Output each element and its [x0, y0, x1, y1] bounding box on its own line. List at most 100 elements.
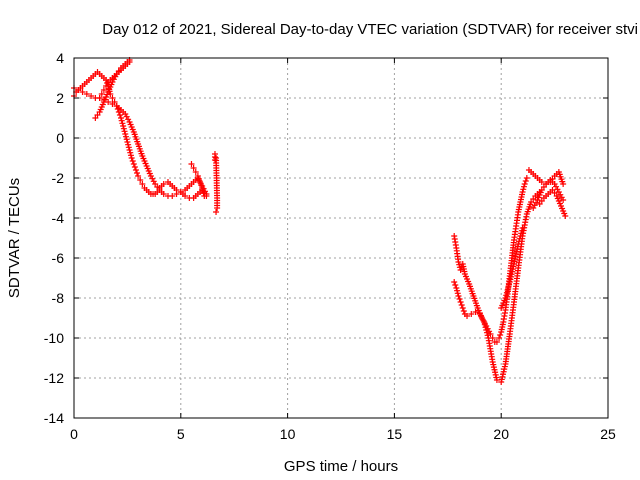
data-point: [118, 117, 125, 124]
data-point: [538, 179, 545, 185]
y-tick-label: -2: [52, 170, 65, 186]
y-tick-label: -10: [44, 330, 64, 346]
data-point: [125, 144, 132, 151]
data-point: [132, 167, 139, 173]
x-tick-label: 15: [387, 426, 403, 442]
data-point: [464, 313, 471, 319]
data-point: [503, 289, 510, 296]
data-point: [122, 131, 129, 137]
data-point: [506, 281, 513, 288]
data-point: [518, 230, 525, 237]
data-point: [194, 173, 201, 179]
data-point: [520, 186, 527, 193]
data-point: [493, 339, 500, 345]
data-point: [455, 293, 462, 299]
data-point: [137, 177, 144, 183]
data-point: [517, 233, 524, 239]
data-point: [160, 181, 167, 187]
data-point: [198, 182, 205, 188]
data-point: [502, 295, 509, 301]
data-point: [75, 87, 82, 93]
data-point: [518, 227, 525, 234]
data-point: [103, 83, 110, 89]
data-point: [188, 161, 195, 167]
data-point: [139, 181, 146, 187]
data-point: [100, 87, 107, 93]
data-point: [481, 321, 488, 328]
data-point: [114, 106, 121, 112]
x-tick-label: 20: [493, 426, 509, 442]
data-point: [98, 91, 105, 97]
data-point: [131, 164, 138, 170]
data-point: [504, 287, 511, 293]
data-point: [453, 285, 460, 291]
data-point: [83, 91, 90, 97]
data-point: [515, 241, 522, 247]
data-point: [104, 80, 111, 86]
data-point: [496, 335, 503, 341]
plot-frame: [73, 57, 609, 419]
data-point: [460, 308, 467, 314]
data-point: [523, 175, 530, 181]
y-tick-label: 2: [56, 90, 64, 106]
data-point: [201, 193, 208, 199]
y-tick-label: -12: [44, 370, 64, 386]
data-point: [127, 152, 134, 159]
data-point: [454, 287, 461, 294]
data-point: [190, 165, 197, 171]
data-point: [214, 205, 221, 211]
data-point: [122, 133, 129, 140]
x-axis-label: GPS time / hours: [284, 458, 398, 475]
data-point: [88, 93, 95, 99]
data-point: [487, 331, 494, 337]
data-point: [117, 115, 124, 121]
data-point: [125, 141, 132, 148]
x-tick-label: 25: [600, 426, 616, 442]
data-point: [562, 213, 569, 219]
data-point: [457, 299, 464, 305]
axis-ticks: 0 5 10 15 20 25 -14 -12 -10 -8 -6 -4 -2 0 2 4: [44, 50, 616, 442]
data-point: [503, 292, 510, 299]
data-point: [197, 179, 204, 185]
data-point: [199, 185, 206, 191]
data-points: [71, 57, 569, 385]
data-point: [482, 324, 489, 331]
data-point: [560, 181, 567, 187]
y-tick-label: 4: [56, 50, 64, 66]
data-point: [160, 191, 167, 197]
data-point: [182, 193, 189, 199]
data-point: [96, 95, 103, 101]
data-point: [126, 59, 133, 65]
data-point: [126, 147, 133, 153]
data-point: [451, 279, 458, 285]
data-point: [116, 112, 123, 118]
data-point: [195, 176, 202, 182]
data-point: [483, 327, 490, 333]
x-tick-label: 5: [177, 426, 185, 442]
data-point: [516, 235, 523, 242]
x-tick-label: 10: [280, 426, 296, 442]
data-point: [121, 128, 128, 135]
data-point: [130, 161, 137, 167]
data-point: [128, 155, 135, 161]
data-point: [459, 305, 466, 311]
data-point: [483, 329, 490, 336]
data-point: [560, 197, 567, 203]
data-point: [481, 319, 488, 325]
data-point: [192, 169, 199, 175]
data-point: [522, 178, 529, 184]
chart-title: Day 012 of 2021, Sidereal Day-to-day VTE…: [102, 21, 638, 38]
data-point: [127, 149, 134, 156]
data-point: [497, 332, 504, 338]
data-point: [519, 189, 526, 195]
data-point: [173, 191, 180, 197]
data-point: [505, 284, 512, 291]
data-point: [484, 332, 491, 339]
data-point: [109, 95, 116, 101]
y-axis-label: SDTVAR / TECUs: [6, 178, 23, 298]
x-tick-label: 0: [70, 426, 78, 442]
data-point: [213, 209, 220, 215]
data-point: [519, 225, 526, 231]
data-point: [124, 139, 131, 145]
